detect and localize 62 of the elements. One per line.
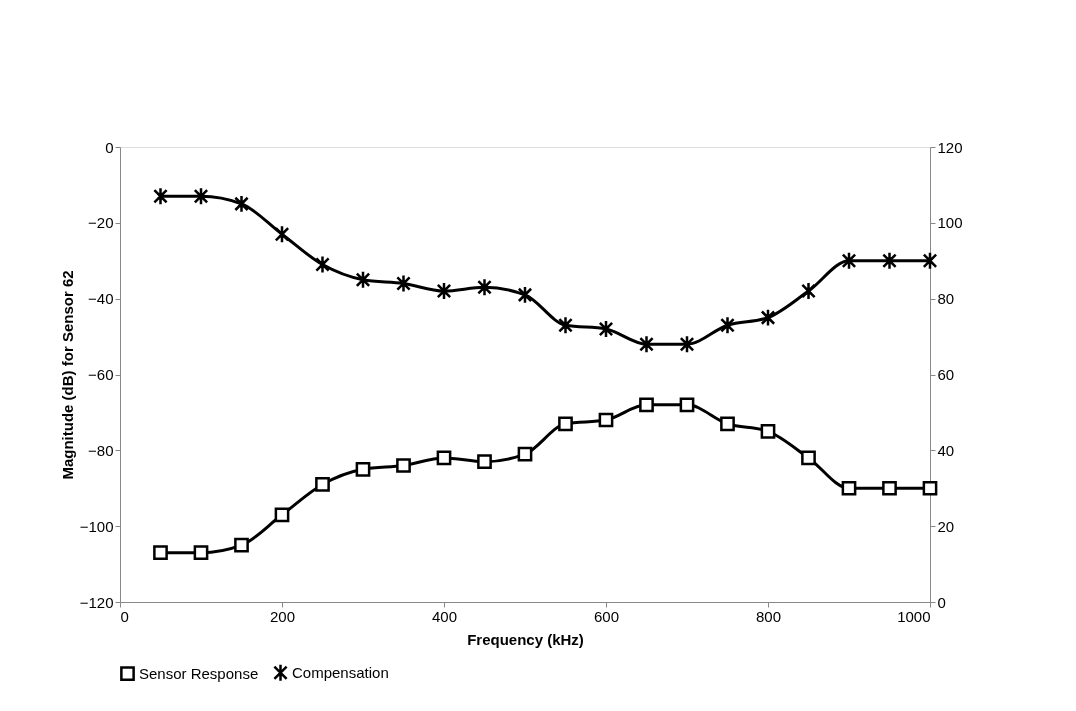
point [922, 251, 938, 270]
point [598, 319, 614, 339]
y2-tick-label: 80 [937, 290, 955, 308]
point [720, 316, 735, 335]
point [841, 480, 857, 496]
point [436, 450, 452, 466]
point [639, 397, 654, 413]
point [193, 545, 209, 561]
y-tick-label: −60 [88, 366, 114, 383]
point [355, 270, 371, 289]
point [315, 255, 330, 274]
x-tick-label: 1000 [897, 607, 931, 625]
point [436, 281, 452, 301]
point [679, 334, 695, 354]
y-axis-title: Magnitude (dB) for Sensor 62 [58, 270, 76, 480]
point [720, 416, 735, 432]
point [760, 424, 776, 439]
point [558, 416, 573, 432]
y-tick-label: −100 [79, 517, 114, 535]
point [153, 545, 168, 561]
y2-tick-label: 40 [937, 441, 955, 459]
y-tick-label: −20 [88, 214, 114, 232]
y2-tick-label: 120 [937, 138, 963, 156]
point [234, 194, 249, 214]
point [355, 461, 371, 477]
legend-label: Compensation [292, 663, 389, 681]
point [274, 225, 290, 244]
point [234, 537, 249, 553]
point [193, 187, 209, 206]
y-tick-label: −40 [88, 290, 114, 308]
x-tick-label: 600 [593, 607, 620, 625]
legend-label: Sensor Response [139, 664, 259, 682]
point [396, 274, 411, 293]
point [841, 251, 857, 270]
x-tick-label: 400 [431, 607, 458, 625]
point [882, 251, 897, 270]
y-tick-label: −120 [79, 593, 114, 611]
point [679, 397, 695, 413]
y-tick-label: 0 [105, 138, 114, 156]
point [801, 450, 816, 466]
point [801, 281, 816, 301]
point [274, 507, 290, 523]
x-tick-label: 0 [120, 607, 129, 625]
point [153, 187, 168, 206]
y2-tick-label: 100 [937, 214, 963, 232]
point [517, 285, 533, 305]
point [517, 446, 533, 462]
y2-tick-label: 60 [937, 366, 955, 383]
point [760, 308, 776, 327]
point [598, 412, 614, 428]
y2-tick-label: 20 [937, 517, 955, 535]
y-tick-label: −80 [88, 441, 114, 459]
point [639, 334, 654, 354]
y2-tick-label: 0 [937, 593, 946, 611]
point [922, 480, 938, 496]
point [882, 480, 897, 496]
point [477, 454, 492, 470]
x-tick-label: 800 [755, 607, 782, 625]
point [558, 316, 573, 335]
point [477, 278, 492, 297]
x-axis-title: Frequency (kHz) [467, 630, 584, 648]
x-tick-label: 200 [269, 607, 296, 625]
